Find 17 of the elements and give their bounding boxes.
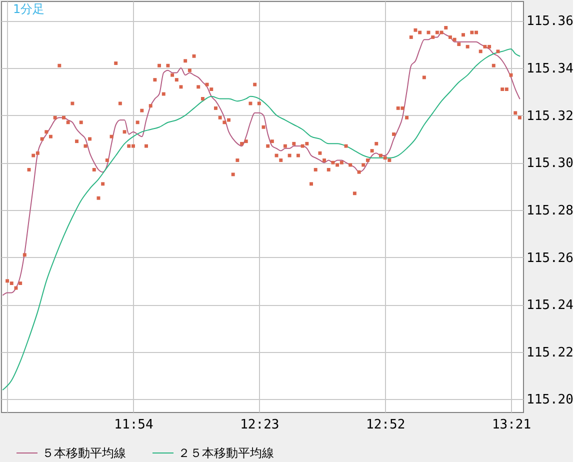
y-tick-label: 115.30 (526, 156, 574, 172)
x-tick-label: 12:52 (366, 418, 406, 432)
y-tick-label: 115.24 (526, 298, 574, 314)
x-tick-label: 12:23 (240, 418, 280, 432)
y-tick-label: 115.28 (526, 203, 574, 218)
y-tick-label: 115.22 (526, 345, 574, 360)
y-tick-label: 115.34 (526, 61, 574, 76)
y-tick-label: 115.32 (526, 108, 574, 124)
legend-label: ５本移動平均線 (42, 446, 126, 460)
legend-label: ２５本移動平均線 (178, 446, 274, 460)
x-tick-label: 11:54 (114, 418, 154, 432)
line-series (2, 48, 520, 390)
y-tick-label: 115.20 (526, 392, 574, 408)
y-tick-label: 115.36 (526, 14, 574, 30)
chart-title: 1分足 (13, 2, 45, 16)
x-tick-label: 13:21 (492, 418, 532, 432)
y-tick-label: 115.26 (526, 250, 574, 266)
